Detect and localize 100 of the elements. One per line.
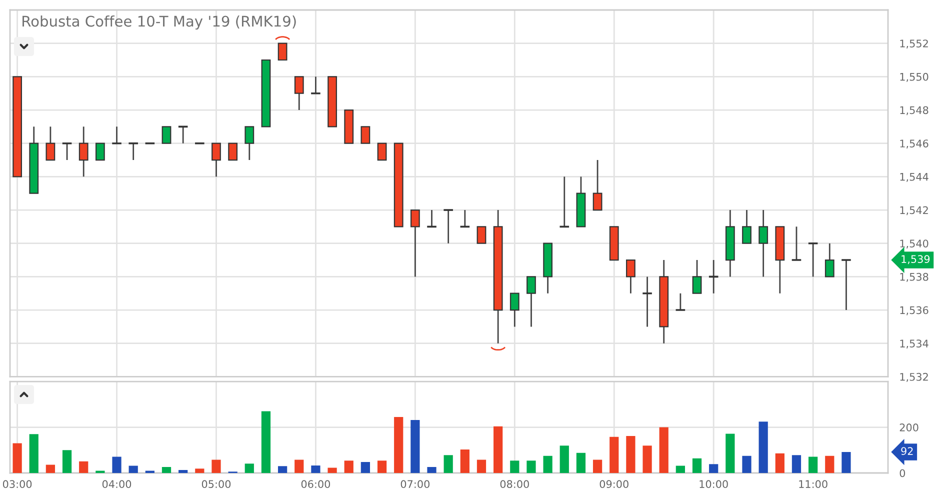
candlestick: [360, 126, 370, 144]
candlestick: [592, 159, 602, 211]
bar: [79, 461, 88, 473]
bar: [427, 467, 436, 473]
candlestick: [558, 176, 570, 228]
candlestick: [692, 259, 702, 294]
candlestick: [758, 209, 768, 278]
candlestick: [377, 142, 387, 161]
candlestick: [459, 209, 470, 228]
bar: [526, 460, 536, 473]
bar: [610, 436, 619, 473]
text: 1,539: [902, 255, 930, 264]
bar: [560, 446, 569, 473]
chart-title: Robusta Coffee 10-T May '19 (RMK19): [22, 15, 296, 30]
bar: [62, 450, 72, 473]
bar: [592, 460, 602, 473]
candlestick: [442, 209, 454, 244]
candlestick: [626, 259, 636, 294]
y-tick-label: 1,540: [900, 240, 928, 249]
bar: [510, 460, 520, 473]
bar: [212, 460, 221, 473]
bar: [543, 456, 552, 473]
bar: [775, 453, 784, 473]
y-tick-label: 1,538: [900, 272, 928, 282]
bar: [344, 460, 354, 473]
y-tick-label: 1,548: [900, 106, 928, 116]
bar: [410, 420, 420, 473]
candlestick: [310, 76, 322, 94]
candlestick: [426, 209, 438, 228]
bar: [29, 434, 38, 473]
y-tick-label: 1,534: [900, 340, 928, 349]
bar: [162, 467, 172, 473]
x-tick-label: 03:00: [2, 480, 32, 488]
candlestick: [742, 209, 752, 244]
bar: [311, 465, 320, 473]
bar: [742, 456, 752, 473]
bar: [328, 468, 337, 473]
y-tick-label: 1,550: [900, 72, 928, 82]
bar: [46, 464, 56, 473]
bar: [494, 426, 503, 473]
bar: [709, 464, 718, 473]
candlestick: [410, 209, 420, 278]
candlestick: [95, 142, 105, 161]
candlestick: [674, 292, 686, 311]
candlestick: [212, 142, 221, 178]
bar: [244, 464, 254, 473]
bar: [576, 452, 586, 473]
candlestick: [244, 126, 254, 161]
candlestick: [476, 226, 486, 244]
candlestick: [526, 276, 536, 328]
bar: [112, 456, 122, 473]
bar: [642, 446, 652, 473]
bar: [792, 455, 802, 473]
x-tick-label: 06:00: [301, 480, 330, 488]
bar: [360, 462, 370, 473]
bar: [676, 466, 685, 473]
bar: [195, 468, 204, 473]
candlestick: [162, 126, 172, 144]
y-tick-label: 1,546: [900, 140, 928, 149]
y-tick-label: 1,532: [900, 372, 928, 382]
candlestick: [510, 292, 520, 328]
x-tick-label: 08:00: [500, 480, 529, 488]
bar: [659, 427, 668, 473]
y-tick-label: 0: [900, 469, 906, 478]
x-tick-label: 07:00: [400, 480, 430, 488]
x-tick-label: 04:00: [102, 480, 132, 488]
bar: [460, 449, 470, 473]
x-tick-label: 11:00: [799, 480, 828, 488]
candlestick: [278, 42, 288, 61]
bar: [294, 460, 304, 473]
candlestick: [46, 126, 56, 161]
candlestick: [111, 126, 122, 144]
bar: [444, 455, 453, 473]
y-tick-label: 1,552: [900, 40, 928, 49]
x-tick-label: 10:00: [700, 480, 728, 488]
bar: [692, 458, 702, 473]
candlestick: [78, 126, 88, 178]
bar: [12, 443, 22, 473]
y-tick-label: 200: [900, 424, 918, 432]
bar: [476, 460, 486, 473]
y-tick-label: 1,536: [900, 306, 928, 316]
bar: [842, 452, 851, 473]
y-tick-label: 1,542: [900, 206, 928, 216]
bar: [825, 456, 834, 473]
bar: [758, 422, 768, 473]
bar: [261, 411, 271, 473]
bar: [128, 466, 138, 473]
candlestick: [708, 259, 720, 294]
candlestick: [294, 76, 304, 111]
bar: [178, 470, 188, 473]
x-tick-label: 09:00: [600, 480, 628, 488]
bar: [626, 436, 636, 473]
candlestick: [642, 276, 653, 328]
candlestick: [178, 126, 189, 144]
candlestick: [808, 242, 819, 278]
candlestick: [128, 142, 139, 161]
x-tick-label: 05:00: [202, 480, 231, 488]
bar: [726, 434, 735, 473]
bar: [377, 460, 387, 473]
text: 92: [901, 447, 913, 455]
